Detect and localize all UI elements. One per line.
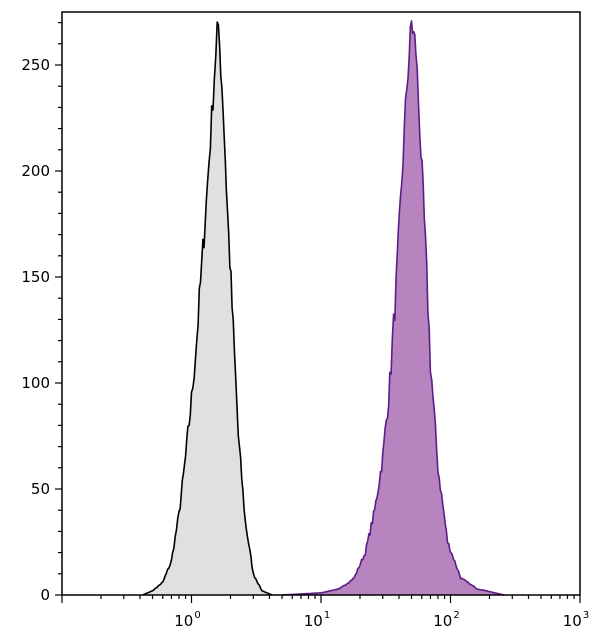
series-1-area: [282, 20, 505, 595]
axes-layer: [61, 11, 581, 596]
y-tick-label: 150: [21, 268, 50, 286]
y-tick-label: 250: [21, 56, 50, 74]
series-0-outline: [142, 21, 273, 596]
ticks-layer: [55, 22, 581, 603]
y-tick-label: 50: [31, 480, 50, 498]
series-1-outline: [281, 20, 505, 596]
y-tick-label: 0: [40, 586, 50, 604]
plot-frame: [61, 11, 581, 596]
x-tick-label: 100: [174, 610, 200, 630]
series-0-area: [142, 22, 273, 595]
x-tick-label: 102: [433, 610, 459, 630]
labels-layer: 0 50 100 150 200 250 100 101 102 103: [21, 56, 589, 630]
y-tick-label: 100: [21, 374, 50, 392]
x-tick-label: 101: [304, 610, 330, 630]
x-tick-label: 103: [563, 610, 589, 630]
y-tick-label: 200: [21, 162, 50, 180]
series-layer: [142, 20, 505, 596]
